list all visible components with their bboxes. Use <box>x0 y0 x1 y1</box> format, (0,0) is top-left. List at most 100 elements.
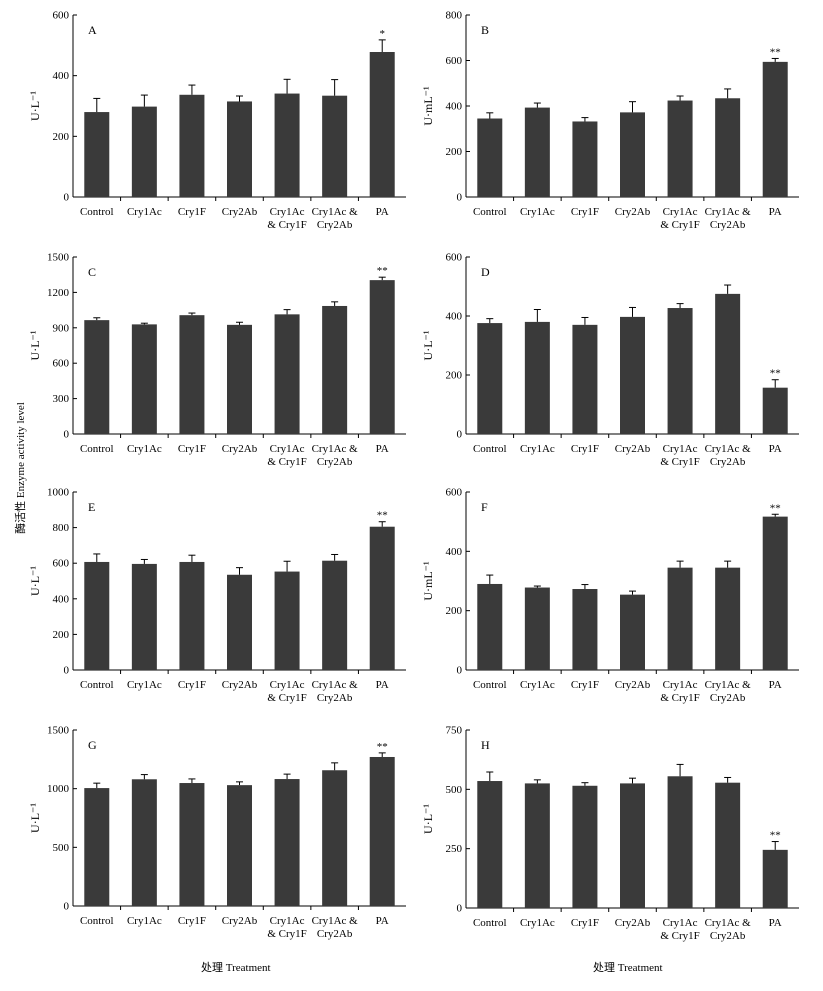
bar <box>477 323 503 434</box>
y-tick-label: 400 <box>53 70 70 82</box>
x-tick-label: Cry1Ac & <box>312 679 359 691</box>
y-tick-label: 600 <box>53 10 70 22</box>
y-tick-label: 900 <box>53 322 70 334</box>
x-tick-label: Cry2Ab <box>222 679 258 691</box>
x-tick-label: Cry1Ac & <box>705 917 752 929</box>
x-tick-label: Cry1Ac <box>663 443 698 455</box>
x-tick-label: & Cry1F <box>660 219 699 231</box>
y-tick-label: 400 <box>53 593 70 605</box>
x-tick-label: Control <box>80 679 114 691</box>
significance-marker: ** <box>770 502 781 514</box>
bar <box>274 779 300 906</box>
x-tick-label: Cry2Ab <box>710 930 746 942</box>
x-tick-label: Control <box>473 206 507 218</box>
x-tick-label: Cry1Ac <box>270 206 305 218</box>
x-tick-label: Cry1F <box>178 915 206 927</box>
x-axis-label-left: 处理 Treatment <box>201 962 271 974</box>
y-tick-label: 0 <box>64 901 70 913</box>
panel-label-e: E <box>88 500 95 514</box>
bar <box>179 783 205 906</box>
bar <box>322 560 348 670</box>
y-axis-label-f: U·mL⁻¹ <box>421 561 435 601</box>
bar <box>477 781 503 908</box>
y-tick-label: 300 <box>53 393 70 405</box>
x-tick-label: Cry2Ab <box>317 219 353 231</box>
y-tick-label: 1000 <box>47 487 70 499</box>
bar <box>84 320 110 434</box>
x-tick-label: Cry1F <box>178 443 206 455</box>
x-tick-label: Cry2Ab <box>222 206 258 218</box>
x-tick-label: Cry1F <box>571 917 599 929</box>
x-tick-label: Cry1Ac <box>520 679 555 691</box>
x-tick-label: & Cry1F <box>267 928 306 940</box>
y-tick-label: 250 <box>446 843 463 855</box>
x-tick-label: Cry1F <box>178 206 206 218</box>
x-tick-label: Cry1Ac & <box>312 206 359 218</box>
y-tick-label: 0 <box>457 665 463 677</box>
y-tick-label: 500 <box>53 842 70 854</box>
bar <box>131 563 157 670</box>
x-tick-label: Cry1Ac <box>663 917 698 929</box>
bar <box>620 783 645 908</box>
panel-label-g: G <box>88 738 97 752</box>
y-tick-label: 200 <box>446 370 463 382</box>
significance-marker: ** <box>377 741 388 753</box>
x-tick-label: Cry1Ac & <box>705 206 752 218</box>
x-tick-label: Control <box>473 917 507 929</box>
x-tick-label: Cry1Ac <box>127 915 162 927</box>
x-tick-label: Cry2Ab <box>615 206 651 218</box>
y-axis-label-g: U·L⁻¹ <box>28 803 42 833</box>
bar <box>227 324 252 434</box>
x-tick-label: PA <box>376 915 389 927</box>
x-tick-label: Cry1F <box>178 679 206 691</box>
y-axis-label-e: U·L⁻¹ <box>28 566 42 596</box>
panel-label-c: C <box>88 265 96 279</box>
y-axis-label-c: U·L⁻¹ <box>28 330 42 360</box>
x-tick-label: Cry1Ac & <box>705 443 752 455</box>
x-tick-label: Cry2Ab <box>317 928 353 940</box>
x-tick-label: Cry2Ab <box>710 456 746 468</box>
bar <box>322 305 348 434</box>
bar <box>227 101 252 197</box>
bar <box>131 324 157 434</box>
x-tick-label: Cry2Ab <box>222 915 258 927</box>
x-tick-label: Cry2Ab <box>615 679 651 691</box>
bar <box>620 316 645 434</box>
significance-marker: ** <box>770 368 781 380</box>
y-tick-label: 200 <box>53 131 70 143</box>
bar <box>572 324 598 434</box>
x-tick-label: Cry2Ab <box>317 692 353 704</box>
bar <box>524 107 550 197</box>
bar <box>131 779 157 906</box>
x-tick-label: & Cry1F <box>660 456 699 468</box>
x-tick-label: Cry1Ac <box>520 917 555 929</box>
y-tick-label: 200 <box>446 146 463 158</box>
significance-marker: * <box>379 28 385 40</box>
bar <box>715 98 741 197</box>
bar <box>762 516 788 670</box>
x-tick-label: Cry1Ac <box>663 206 698 218</box>
x-tick-label: Cry1Ac <box>127 443 162 455</box>
significance-marker: ** <box>377 265 388 277</box>
bar <box>572 785 598 908</box>
significance-marker: ** <box>770 830 781 842</box>
bar <box>274 314 300 434</box>
x-tick-label: Cry2Ab <box>222 443 258 455</box>
bar <box>762 387 788 434</box>
y-tick-label: 600 <box>53 358 70 370</box>
y-tick-label: 800 <box>53 522 70 534</box>
bar <box>477 583 503 670</box>
bar <box>179 315 205 434</box>
y-tick-label: 1500 <box>47 725 70 737</box>
bar <box>667 776 693 908</box>
y-tick-label: 0 <box>64 429 70 441</box>
y-tick-label: 0 <box>64 192 70 204</box>
y-tick-label: 500 <box>446 784 463 796</box>
x-tick-label: Cry2Ab <box>710 219 746 231</box>
bar <box>762 61 788 197</box>
x-tick-label: Control <box>473 443 507 455</box>
y-tick-label: 600 <box>446 55 463 67</box>
x-tick-label: Cry1F <box>571 206 599 218</box>
